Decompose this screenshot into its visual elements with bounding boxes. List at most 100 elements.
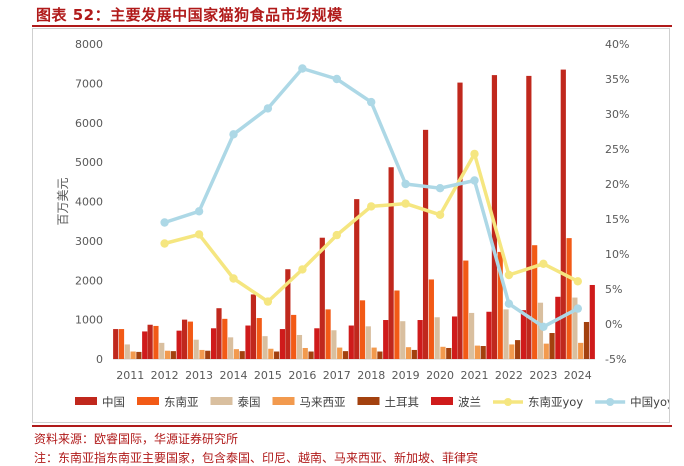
- point-中国yoy: [539, 322, 548, 331]
- y2-tick-label: 10%: [605, 248, 629, 261]
- bar-东南亚-2011: [118, 329, 125, 359]
- bar-波兰-2020: [451, 316, 458, 359]
- x-tick-label: 2014: [220, 369, 248, 382]
- bar-东南亚-2021: [463, 260, 469, 359]
- y-tick-label: 0: [96, 353, 103, 366]
- legend-swatch-中国: [75, 397, 97, 405]
- point-东南亚yoy: [401, 199, 410, 208]
- legend-swatch-波兰: [431, 397, 453, 405]
- point-东南亚yoy: [435, 210, 445, 219]
- bar-马来西亚-2023: [543, 343, 549, 359]
- bar-泰国-2014: [228, 337, 234, 359]
- point-东南亚yoy: [367, 202, 376, 211]
- x-tick-label: 2011: [116, 369, 144, 382]
- bar-东南亚-2023: [532, 245, 538, 359]
- y-tick-label: 7000: [75, 77, 103, 90]
- bar-土耳其-2020: [446, 347, 452, 359]
- chart-frame: 0 1000 2000 3000 4000 5000 6000 7000 8000 -5% 0% 5%…: [32, 28, 670, 423]
- point-东南亚yoy: [229, 274, 238, 283]
- bar-中国-2024: [560, 69, 566, 359]
- bar-马来西亚-2021: [474, 345, 480, 359]
- bar-中国-2019: [388, 167, 394, 359]
- bar-土耳其-2021: [480, 346, 486, 359]
- legend-label-土耳其: 土耳其: [385, 395, 420, 409]
- bar-泰国-2020: [434, 317, 440, 359]
- x-tick-label: 2021: [461, 369, 489, 382]
- bar-波兰-2015: [279, 329, 286, 359]
- y2-tick-label: 25%: [605, 143, 629, 156]
- bar-土耳其-2013: [205, 350, 211, 359]
- bar-马来西亚-2013: [199, 349, 205, 359]
- bar-东南亚-2012: [153, 325, 159, 359]
- legend-label-东南亚yoy: 东南亚yoy: [528, 395, 583, 409]
- bar-泰国-2017: [331, 330, 337, 359]
- bar-中国-2014: [216, 308, 222, 359]
- x-tick-label: 2015: [254, 369, 282, 382]
- legend-label-东南亚: 东南亚: [164, 395, 199, 409]
- y-tick-label: 8000: [75, 38, 103, 51]
- y2-tick-label: 30%: [605, 108, 629, 121]
- x-tick-label: 2016: [288, 369, 316, 382]
- y-tick-label: 2000: [75, 274, 103, 287]
- bar-中国-2023: [526, 75, 532, 359]
- note-text: 注：东南亚指东南亚主要国家，包含泰国、印尼、越南、马来西亚、新加坡、菲律宾: [34, 451, 479, 465]
- x-tick-label: 2019: [392, 369, 420, 382]
- bar-泰国-2012: [159, 342, 165, 359]
- bar-波兰-2013: [210, 328, 217, 359]
- y2-tick-label: 20%: [605, 178, 629, 191]
- legend-label-中国: 中国: [102, 395, 125, 409]
- legend-swatch-泰国: [210, 397, 233, 405]
- point-东南亚yoy: [263, 297, 273, 306]
- bar-波兰-2019: [417, 320, 423, 359]
- bar-东南亚-2022: [497, 251, 503, 359]
- bar-东南亚-2014: [222, 318, 228, 359]
- point-中国yoy: [367, 97, 376, 107]
- bar-泰国-2021: [469, 312, 475, 359]
- bar-泰国-2024: [572, 297, 578, 359]
- point-东南亚yoy: [539, 259, 548, 268]
- legend-swatch-东南亚: [137, 397, 159, 405]
- bar-东南亚-2015: [256, 318, 262, 359]
- point-东南亚yoy: [573, 277, 582, 286]
- legend-label-马来西亚: 马来西亚: [300, 395, 346, 409]
- y-axis-label: 百万美元: [56, 177, 70, 225]
- x-tick-label: 2012: [151, 369, 179, 382]
- bar-波兰-2017: [348, 325, 354, 359]
- bar-中国-2018: [354, 199, 360, 359]
- bar-中国-2011: [113, 329, 119, 359]
- bar-波兰-2011: [142, 331, 148, 359]
- line-中国yoy: [162, 66, 580, 329]
- point-中国yoy: [263, 104, 273, 113]
- bar-波兰-2022: [520, 310, 527, 359]
- title-bar: 图表 52：主要发展中国家猫狗食品市场规模: [0, 0, 684, 27]
- point-中国yoy: [470, 176, 479, 185]
- bar-马来西亚-2017: [337, 347, 343, 359]
- bar-土耳其-2014: [239, 351, 245, 360]
- bar-马来西亚-2024: [578, 342, 584, 359]
- point-东南亚yoy: [470, 149, 479, 159]
- x-tick-label: 2024: [564, 369, 592, 382]
- bar-土耳其-2019: [411, 349, 417, 359]
- x-tick-label: 2013: [185, 369, 213, 382]
- legend-label-中国yoy: 中国yoy: [630, 395, 669, 409]
- bar-波兰-2021: [486, 311, 492, 359]
- bar-中国-2021: [457, 82, 463, 359]
- y-tick-label: 3000: [75, 235, 103, 248]
- point-中国yoy: [160, 218, 169, 227]
- y2-tick-label: -5%: [605, 353, 626, 366]
- bar-中国-2017: [319, 237, 325, 359]
- bar-马来西亚-2015: [268, 348, 274, 359]
- bar-东南亚-2017: [325, 309, 331, 359]
- bar-泰国-2019: [400, 321, 406, 359]
- bar-土耳其-2016: [308, 351, 314, 359]
- x-tick-label: 2020: [426, 369, 454, 382]
- y2-tick-label: 15%: [605, 213, 629, 226]
- title-rule: [32, 25, 672, 27]
- bar-马来西亚-2019: [405, 347, 412, 359]
- y-tick-label: 5000: [75, 156, 103, 169]
- bar-东南亚-2020: [428, 279, 434, 359]
- bar-泰国-2018: [365, 326, 371, 359]
- point-东南亚yoy: [160, 239, 169, 248]
- bar-中国-2022: [491, 75, 498, 360]
- bar-土耳其-2017: [342, 351, 349, 360]
